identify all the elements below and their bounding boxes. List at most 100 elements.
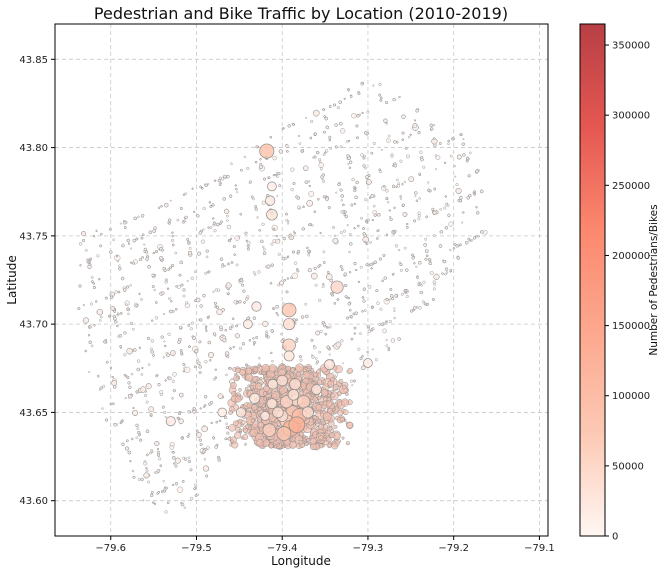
location-point xyxy=(262,248,266,251)
location-point xyxy=(362,287,366,291)
location-point xyxy=(351,177,355,182)
location-point xyxy=(295,337,299,341)
location-point xyxy=(216,222,220,227)
location-point xyxy=(138,346,141,349)
location-point xyxy=(180,351,183,355)
location-point xyxy=(172,389,176,393)
location-point xyxy=(178,273,182,277)
location-point xyxy=(187,410,191,414)
location-point xyxy=(189,496,194,501)
location-point xyxy=(462,138,465,141)
location-point xyxy=(349,95,353,98)
location-point xyxy=(362,164,366,168)
location-point xyxy=(369,240,372,244)
location-point xyxy=(206,446,210,450)
location-point xyxy=(406,223,409,226)
location-point xyxy=(234,235,240,241)
location-point xyxy=(207,226,210,229)
location-point xyxy=(256,216,259,219)
location-point xyxy=(324,116,328,121)
location-point xyxy=(202,228,205,231)
location-point xyxy=(372,141,376,145)
location-point xyxy=(225,422,228,426)
location-point xyxy=(398,95,401,99)
location-point xyxy=(125,303,128,306)
location-point xyxy=(143,461,148,466)
location-point xyxy=(225,351,230,356)
location-point xyxy=(286,150,289,153)
location-point xyxy=(261,200,266,205)
location-point xyxy=(364,198,368,202)
location-point xyxy=(99,315,103,319)
location-point xyxy=(434,168,437,170)
location-point xyxy=(236,191,239,194)
location-point xyxy=(443,206,447,210)
location-point xyxy=(385,339,388,342)
location-point xyxy=(349,160,353,164)
location-point xyxy=(167,332,171,336)
location-point xyxy=(276,195,279,197)
location-point xyxy=(222,197,226,201)
location-point xyxy=(144,390,147,393)
location-point xyxy=(465,159,469,163)
location-point xyxy=(433,283,437,286)
location-point xyxy=(366,218,370,222)
location-point xyxy=(298,207,301,210)
location-point xyxy=(219,222,222,225)
location-point xyxy=(352,312,356,316)
location-point xyxy=(379,99,383,102)
location-point xyxy=(290,187,294,192)
location-point xyxy=(127,381,131,385)
location-point xyxy=(255,336,259,339)
location-point xyxy=(387,201,390,204)
location-point xyxy=(153,288,156,292)
location-point xyxy=(340,199,343,202)
location-point xyxy=(350,203,354,207)
location-point xyxy=(391,297,395,301)
location-point xyxy=(470,239,474,242)
location-point xyxy=(456,256,460,260)
location-point xyxy=(311,355,315,359)
location-point xyxy=(308,190,315,197)
location-point xyxy=(140,236,144,240)
location-point xyxy=(147,336,151,340)
location-point xyxy=(164,203,169,208)
location-point xyxy=(232,245,236,248)
location-point xyxy=(200,239,206,244)
location-point xyxy=(307,180,311,183)
location-point xyxy=(355,180,359,185)
location-point xyxy=(220,334,224,338)
location-point xyxy=(160,205,163,208)
location-point xyxy=(153,471,156,474)
location-point xyxy=(390,294,394,298)
location-point xyxy=(444,226,448,230)
location-point xyxy=(465,241,469,245)
location-point xyxy=(371,306,374,309)
location-point xyxy=(164,510,168,514)
location-point xyxy=(180,283,184,287)
location-point xyxy=(99,319,102,322)
location-point xyxy=(359,357,363,361)
location-point xyxy=(275,312,278,315)
location-point xyxy=(279,280,284,286)
location-point xyxy=(313,345,317,350)
location-point xyxy=(357,347,361,351)
location-point xyxy=(93,324,96,327)
location-point xyxy=(391,184,396,188)
location-point xyxy=(204,395,208,399)
location-point xyxy=(361,81,364,84)
location-point xyxy=(318,350,321,354)
location-point xyxy=(394,294,398,298)
location-point xyxy=(347,302,351,306)
location-point xyxy=(472,191,475,194)
location-point xyxy=(247,247,250,251)
location-point xyxy=(181,436,184,439)
location-point xyxy=(93,235,96,238)
location-point xyxy=(213,229,217,233)
location-point xyxy=(131,437,134,441)
location-point xyxy=(363,309,367,312)
location-point xyxy=(353,202,356,205)
location-point xyxy=(418,173,421,176)
location-point xyxy=(342,229,347,233)
